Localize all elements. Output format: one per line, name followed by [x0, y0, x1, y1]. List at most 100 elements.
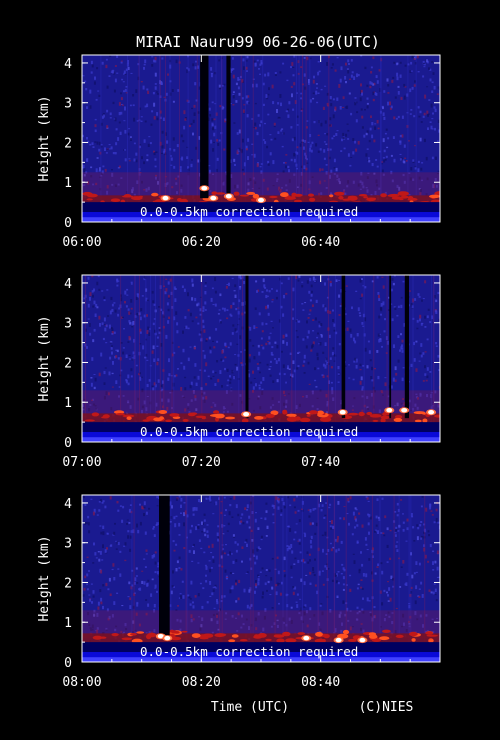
- noise-speckle: [293, 82, 296, 86]
- noise-speckle: [116, 55, 119, 58]
- noise-speckle: [380, 307, 383, 312]
- noise-speckle: [111, 331, 114, 335]
- noise-speckle: [229, 551, 231, 556]
- noise-speckle: [160, 152, 163, 154]
- boundary-layer-return: [371, 638, 382, 642]
- noise-speckle: [117, 280, 120, 282]
- noise-speckle: [306, 624, 309, 628]
- noise-speckle: [264, 287, 267, 289]
- noise-speckle: [123, 70, 126, 74]
- noise-speckle: [170, 505, 173, 509]
- noise-speckle: [204, 301, 207, 305]
- noise-speckle: [102, 337, 105, 341]
- noise-speckle: [227, 379, 230, 382]
- noise-speckle: [133, 117, 136, 122]
- noise-speckle: [230, 314, 233, 317]
- noise-speckle: [159, 110, 162, 114]
- noise-speckle: [252, 126, 255, 129]
- noise-speckle: [423, 138, 426, 143]
- noise-speckle: [351, 409, 354, 411]
- noise-speckle: [194, 395, 197, 399]
- noise-speckle: [420, 537, 423, 540]
- noise-speckle: [280, 305, 283, 309]
- noise-speckle: [212, 126, 214, 131]
- noise-speckle: [197, 302, 200, 306]
- noise-speckle: [261, 330, 264, 333]
- noise-speckle: [264, 141, 267, 144]
- noise-speckle: [378, 339, 381, 343]
- noise-speckle: [422, 380, 425, 382]
- noise-speckle: [92, 590, 95, 594]
- boundary-layer-return: [231, 634, 239, 638]
- noise-speckle: [153, 554, 156, 558]
- signal-streak: [380, 55, 382, 212]
- noise-speckle: [366, 84, 369, 87]
- noise-speckle: [213, 132, 216, 137]
- noise-speckle: [260, 170, 263, 174]
- boundary-layer-return: [182, 418, 189, 422]
- boundary-layer-return: [86, 198, 93, 201]
- boundary-layer-return: [265, 413, 275, 418]
- noise-speckle: [192, 605, 195, 609]
- boundary-layer-return: [92, 635, 103, 640]
- noise-speckle: [151, 56, 154, 58]
- noise-speckle: [257, 612, 260, 616]
- noise-speckle: [120, 294, 122, 297]
- noise-speckle: [190, 381, 193, 386]
- noise-speckle: [164, 290, 167, 295]
- noise-speckle: [190, 123, 193, 125]
- noise-speckle: [153, 116, 156, 120]
- noise-speckle: [176, 144, 179, 148]
- noise-speckle: [130, 586, 133, 590]
- noise-speckle: [156, 505, 159, 507]
- noise-speckle: [139, 343, 142, 345]
- noise-speckle: [397, 305, 400, 308]
- noise-speckle: [404, 583, 407, 586]
- noise-speckle: [111, 372, 114, 375]
- noise-speckle: [218, 309, 221, 311]
- noise-speckle: [220, 358, 223, 361]
- noise-speckle: [231, 332, 234, 335]
- noise-speckle: [88, 594, 91, 596]
- noise-speckle: [113, 601, 116, 605]
- noise-speckle: [309, 277, 312, 282]
- noise-speckle: [385, 336, 388, 341]
- boundary-layer-return: [372, 419, 379, 422]
- noise-speckle: [255, 512, 257, 514]
- noise-speckle: [191, 320, 194, 323]
- noise-speckle: [115, 128, 118, 131]
- boundary-layer-return: [113, 410, 125, 414]
- noise-speckle: [121, 78, 124, 81]
- noise-speckle: [433, 85, 436, 90]
- noise-speckle: [410, 61, 413, 65]
- noise-speckle: [372, 98, 375, 102]
- noise-speckle: [380, 313, 382, 316]
- noise-speckle: [435, 342, 438, 345]
- noise-speckle: [407, 140, 410, 142]
- noise-speckle: [176, 330, 179, 334]
- noise-speckle: [423, 544, 426, 547]
- noise-speckle: [88, 323, 91, 327]
- noise-speckle: [278, 357, 280, 362]
- noise-speckle: [174, 298, 177, 302]
- noise-speckle: [129, 104, 132, 107]
- noise-speckle: [128, 522, 131, 524]
- noise-speckle: [311, 522, 314, 525]
- boundary-layer-return: [395, 415, 403, 419]
- noise-speckle: [262, 377, 265, 381]
- noise-speckle: [394, 532, 397, 534]
- noise-speckle: [178, 534, 181, 536]
- noise-speckle: [363, 333, 366, 337]
- noise-speckle: [102, 531, 105, 536]
- noise-speckle: [220, 501, 223, 503]
- noise-speckle: [415, 368, 418, 372]
- noise-speckle: [251, 539, 254, 542]
- x-tick-label: 08:40: [301, 675, 340, 690]
- noise-speckle: [359, 363, 362, 367]
- noise-speckle: [379, 338, 382, 340]
- noise-speckle: [361, 409, 364, 412]
- noise-speckle: [167, 320, 170, 324]
- noise-speckle: [393, 275, 396, 277]
- boundary-layer-return: [165, 419, 173, 423]
- noise-speckle: [309, 309, 312, 312]
